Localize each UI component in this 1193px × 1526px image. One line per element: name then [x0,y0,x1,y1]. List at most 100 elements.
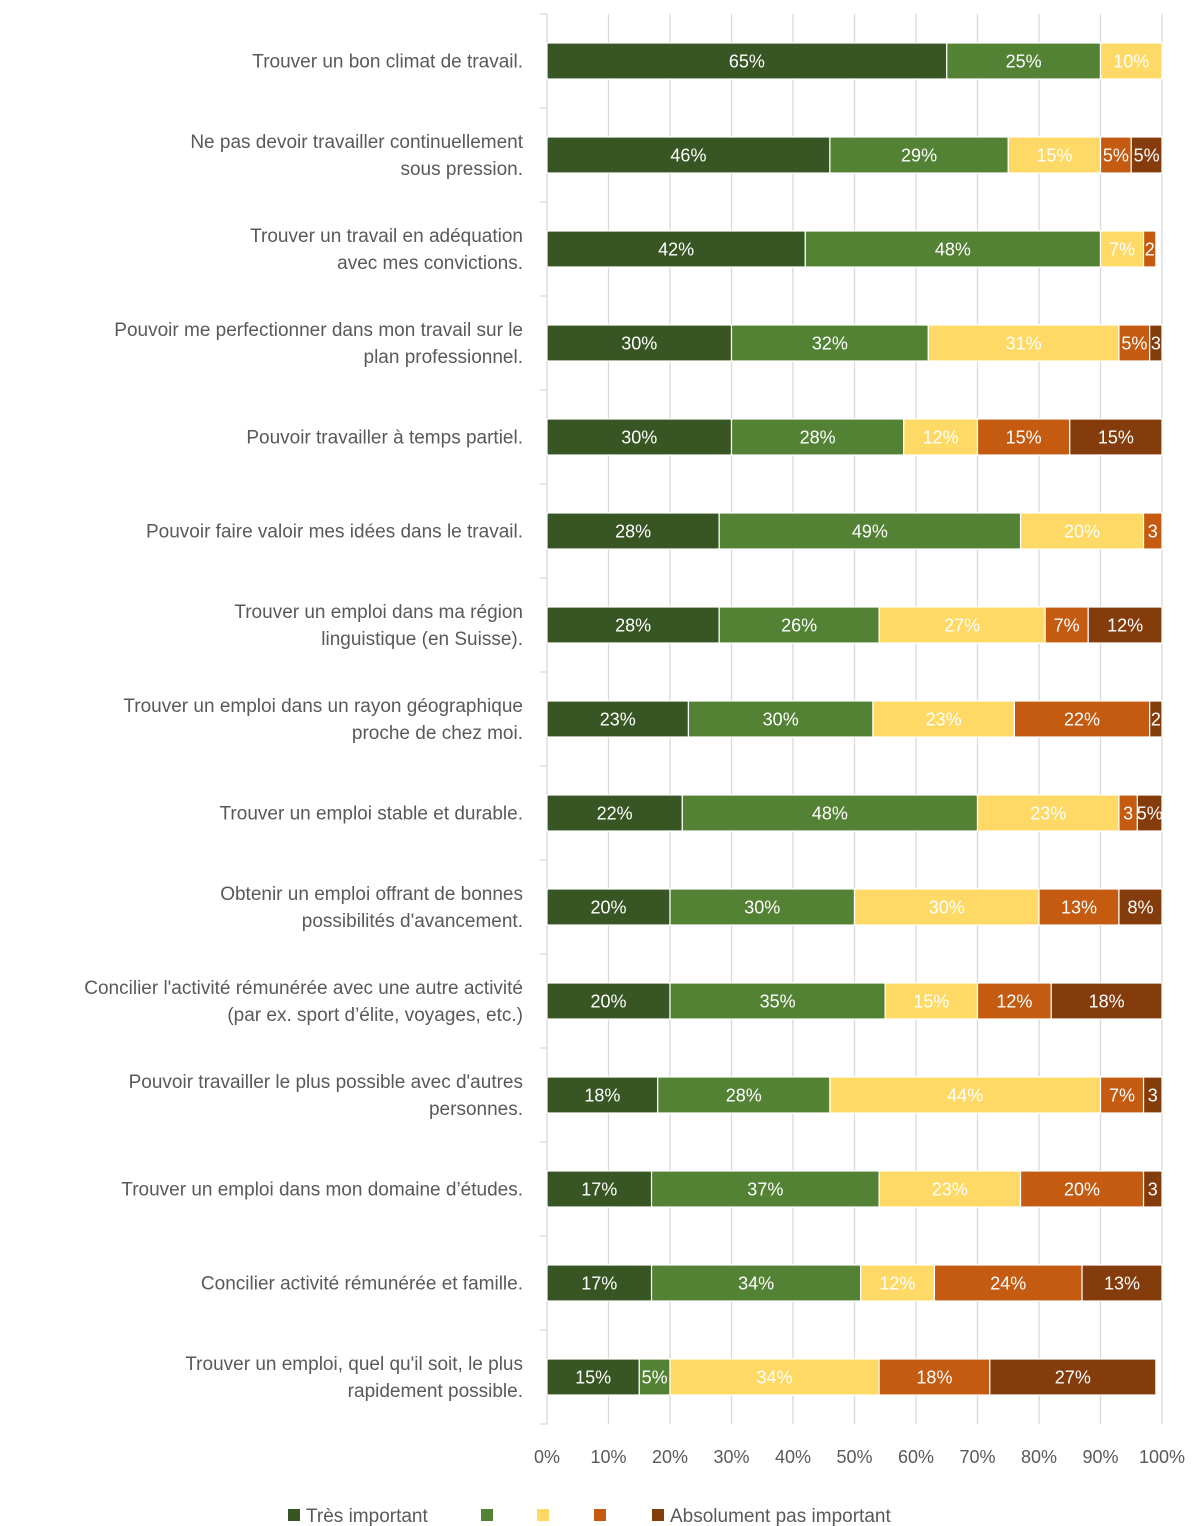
bar-segment [1142,1170,1163,1208]
category-label-line: (par ex. sport d’élite, voyages, etc.) [227,1005,523,1026]
bar-data-label: 24% [990,1274,1026,1294]
x-tick-label: 100% [1139,1447,1185,1467]
bar-segment [546,700,690,738]
category-label-line: Ne pas devoir travailler continuellement [190,132,523,153]
bar-segment [878,1358,991,1396]
bar-segment [1142,512,1163,550]
bar-data-label: 5% [642,1368,668,1388]
bar-segment [1019,512,1145,550]
category-label-line: Obtenir un emploi offrant de bonnes [220,884,523,905]
category-label-line: Trouver un bon climat de travail. [252,52,523,73]
bar-data-label: 49% [852,522,888,542]
bar-data-label: 15% [913,992,949,1012]
bar-segment [878,1170,1022,1208]
bar-data-label: 5% [1121,334,1147,354]
bar-data-label: 34% [757,1368,793,1388]
bar-segment [718,512,1022,550]
bar-data-label: 3 [1148,1180,1158,1200]
category-label-line: Trouver un travail en adéquation [250,226,523,247]
bar-segment [933,1264,1083,1302]
bar-segment [1099,136,1132,174]
bar-segment [1149,324,1163,362]
x-tick-label: 80% [1021,1447,1057,1467]
category-label: Trouver un emploi stable et durable. [220,804,523,825]
category-label-line: Trouver un emploi dans mon domaine d’étu… [121,1180,523,1201]
category-label-line: possibilités d'avancement. [302,911,523,932]
category-label: Trouver un emploi dans un rayon géograph… [123,696,523,744]
bar-data-label: 48% [812,804,848,824]
bar-data-label: 2 [1151,710,1161,730]
bar-segment [989,1358,1157,1396]
x-tick-label: 0% [534,1447,560,1467]
bar-data-label: 30% [744,898,780,918]
bar-segment [860,1264,936,1302]
bar-segment [976,982,1052,1020]
bar-data-label: 32% [812,334,848,354]
legend-swatch [288,1509,300,1521]
legend-swatch [594,1509,606,1521]
bar-data-label: 3 [1123,804,1133,824]
bar-segment [927,324,1120,362]
bar-segment [804,230,1102,268]
category-label: Pouvoir me perfectionner dans mon travai… [114,320,523,368]
bar-segment [657,1076,831,1114]
bar-data-label: 3 [1148,522,1158,542]
bar-data-label: 3 [1151,334,1161,354]
bar-data-label: 28% [800,428,836,448]
bar-segment [1099,230,1145,268]
bar-segment [546,1358,640,1396]
bar-segment [669,888,856,926]
bar-data-label: 30% [763,710,799,730]
bar-data-label: 23% [926,710,962,730]
bar-data-label: 20% [1064,1180,1100,1200]
bar-data-label: 17% [581,1180,617,1200]
category-label-line: Trouver un emploi dans un rayon géograph… [123,696,523,717]
bar-segment [546,606,720,644]
bar-data-label: 8% [1127,898,1153,918]
bar-segment [546,982,671,1020]
category-label-line: Pouvoir faire valoir mes idées dans le t… [146,522,523,543]
bar-data-label: 30% [929,898,965,918]
x-tick-label: 50% [836,1447,872,1467]
bar-segment [1130,136,1163,174]
bar-data-label: 27% [944,616,980,636]
bar-segment [546,1264,653,1302]
bar-data-label: 5% [1103,146,1129,166]
bar-data-label: 20% [590,898,626,918]
bar-data-label: 28% [615,522,651,542]
bar-segment [730,418,905,456]
bar-data-label: 28% [726,1086,762,1106]
bar-data-label: 44% [947,1086,983,1106]
bar-data-label: 35% [760,992,796,1012]
bar-data-label: 13% [1061,898,1097,918]
bar-segment [1118,324,1151,362]
category-label-line: proche de chez moi. [352,723,523,744]
bar-data-label: 18% [1089,992,1125,1012]
category-label: Trouver un emploi, quel qu'il soit, le p… [185,1354,523,1402]
bar-data-label: 18% [916,1368,952,1388]
bar-data-label: 13% [1104,1274,1140,1294]
bar-segment [1099,42,1163,80]
category-label: Trouver un bon climat de travail. [252,52,523,73]
bar-segment [1136,794,1163,832]
bar-segment [1099,1076,1145,1114]
bar-segment [829,136,1009,174]
category-label: Trouver un emploi dans ma région linguist… [234,602,523,650]
bar-segment [1081,1264,1163,1302]
bar-data-label: 25% [1006,52,1042,72]
bar-segment [1069,418,1163,456]
legend-swatch [652,1509,664,1521]
bar-data-label: 26% [781,616,817,636]
bar-segment [546,1076,659,1114]
bar-data-label: 15% [575,1368,611,1388]
category-label-line: Concilier l'activité rémunérée avec une … [84,978,523,999]
bar-segment [546,230,806,268]
bar-data-label: 23% [1030,804,1066,824]
bar-segment [669,982,886,1020]
bar-data-label: 27% [1055,1368,1091,1388]
bar-data-label: 30% [621,334,657,354]
bar-segment [1044,606,1089,644]
bar-data-label: 17% [581,1274,617,1294]
bar-segment [681,794,979,832]
